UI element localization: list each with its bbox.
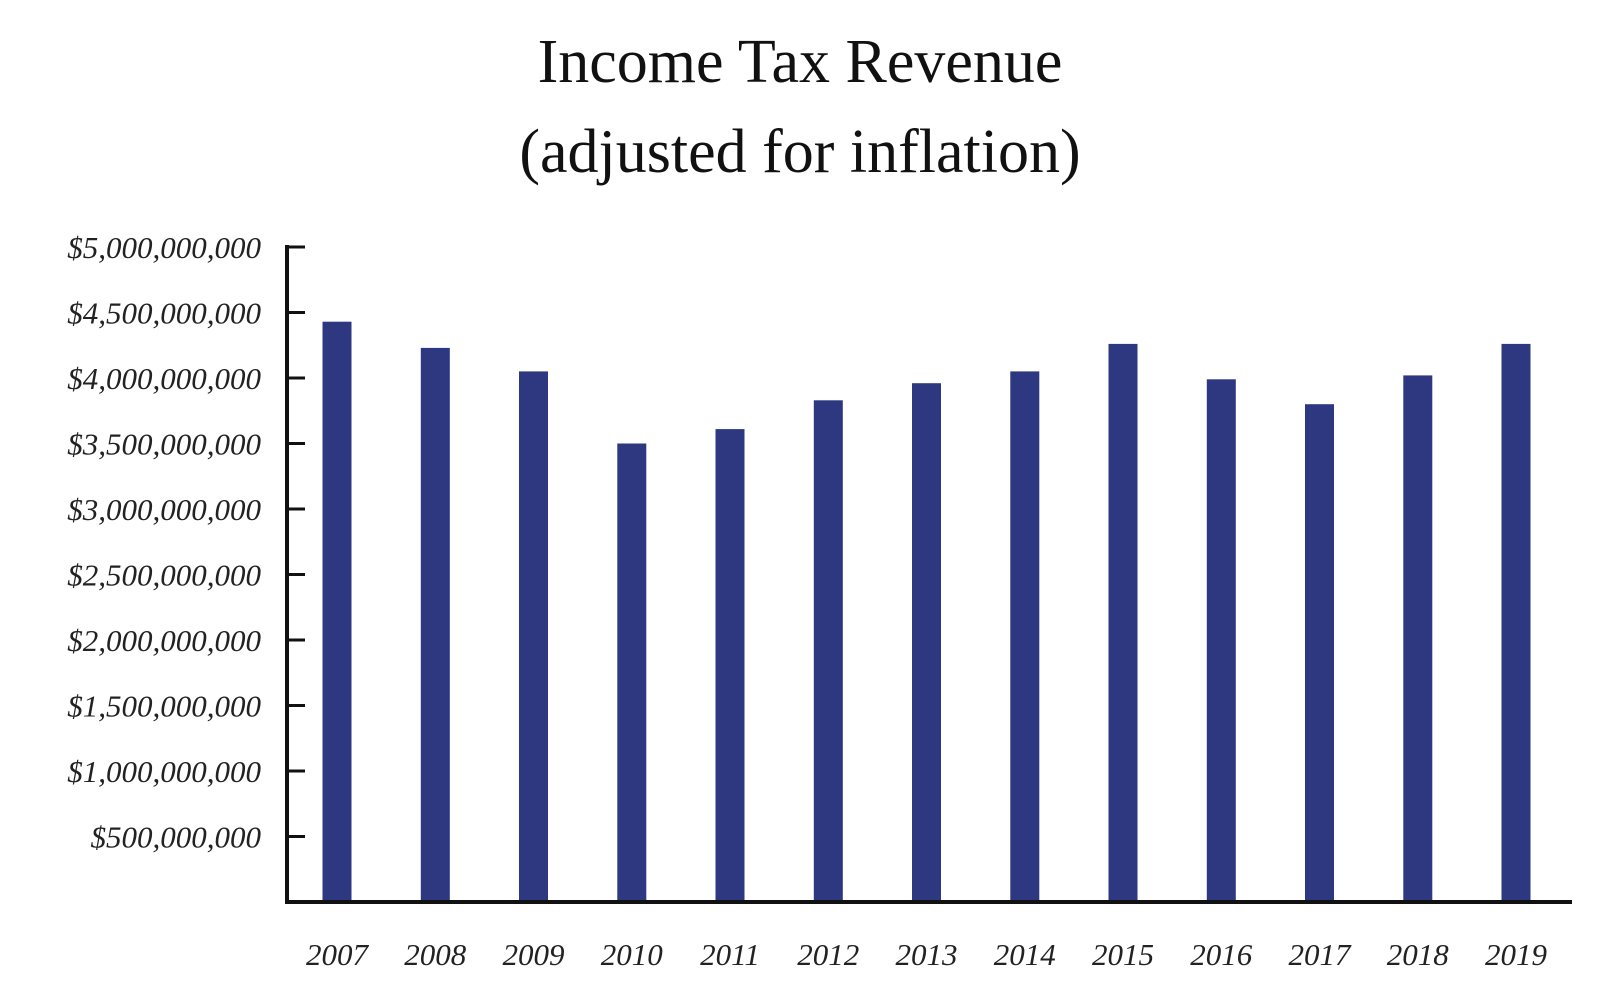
y-tick-label: $1,000,000,000 [67,754,261,789]
bar-2016 [1206,379,1236,902]
chart-subtitle: (adjusted for inflation) [519,118,1080,186]
x-tick-label: 2018 [1387,937,1450,972]
y-tick-label: $3,000,000,000 [67,492,261,527]
bar-2008 [420,347,450,902]
x-tick-label: 2008 [404,937,467,972]
x-tick-label: 2019 [1485,937,1547,972]
bar-2014 [1010,371,1040,902]
bars-layer [322,321,1531,902]
x-axis: 2007 2008 2009 2010 2011 2012 2013 2014 2015 2016… [285,900,1572,972]
x-tick-label: 2015 [1092,937,1154,972]
x-tick-label: 2017 [1289,937,1353,972]
x-tick-label: 2007 [306,937,370,972]
x-tick-label: 2011 [700,937,760,972]
y-tick-label: $500,000,000 [91,820,262,855]
x-tick-label: 2009 [503,937,565,972]
y-tick-label: $3,500,000,000 [67,427,261,462]
bar-2019 [1501,343,1531,902]
bar-2017 [1305,404,1334,902]
bar-2010 [617,443,647,902]
x-tick-label: 2013 [896,937,958,972]
bar-2011 [715,429,745,902]
x-tick-label: 2010 [601,937,664,972]
y-tick-label: $2,500,000,000 [67,558,261,593]
bar-2015 [1108,343,1138,902]
x-tick-label: 2016 [1190,937,1253,972]
y-tick-label: $5,000,000,000 [67,230,261,265]
bar-2007 [322,321,352,902]
y-tick-label: $4,000,000,000 [67,361,261,396]
bar-2009 [519,371,548,902]
y-tick-label: $1,500,000,000 [67,689,261,724]
y-tick-label: $2,000,000,000 [67,623,261,658]
bar-2018 [1403,375,1433,902]
chart-title: Income Tax Revenue [538,28,1063,96]
x-tick-label: 2012 [797,937,859,972]
y-axis: $500,000,000 $1,000,000,000 $1,500,000,000… [67,230,305,904]
bar-2013 [912,383,941,902]
x-tick-label: 2014 [994,937,1056,972]
y-tick-label: $4,500,000,000 [67,296,261,331]
bar-2012 [813,400,843,902]
